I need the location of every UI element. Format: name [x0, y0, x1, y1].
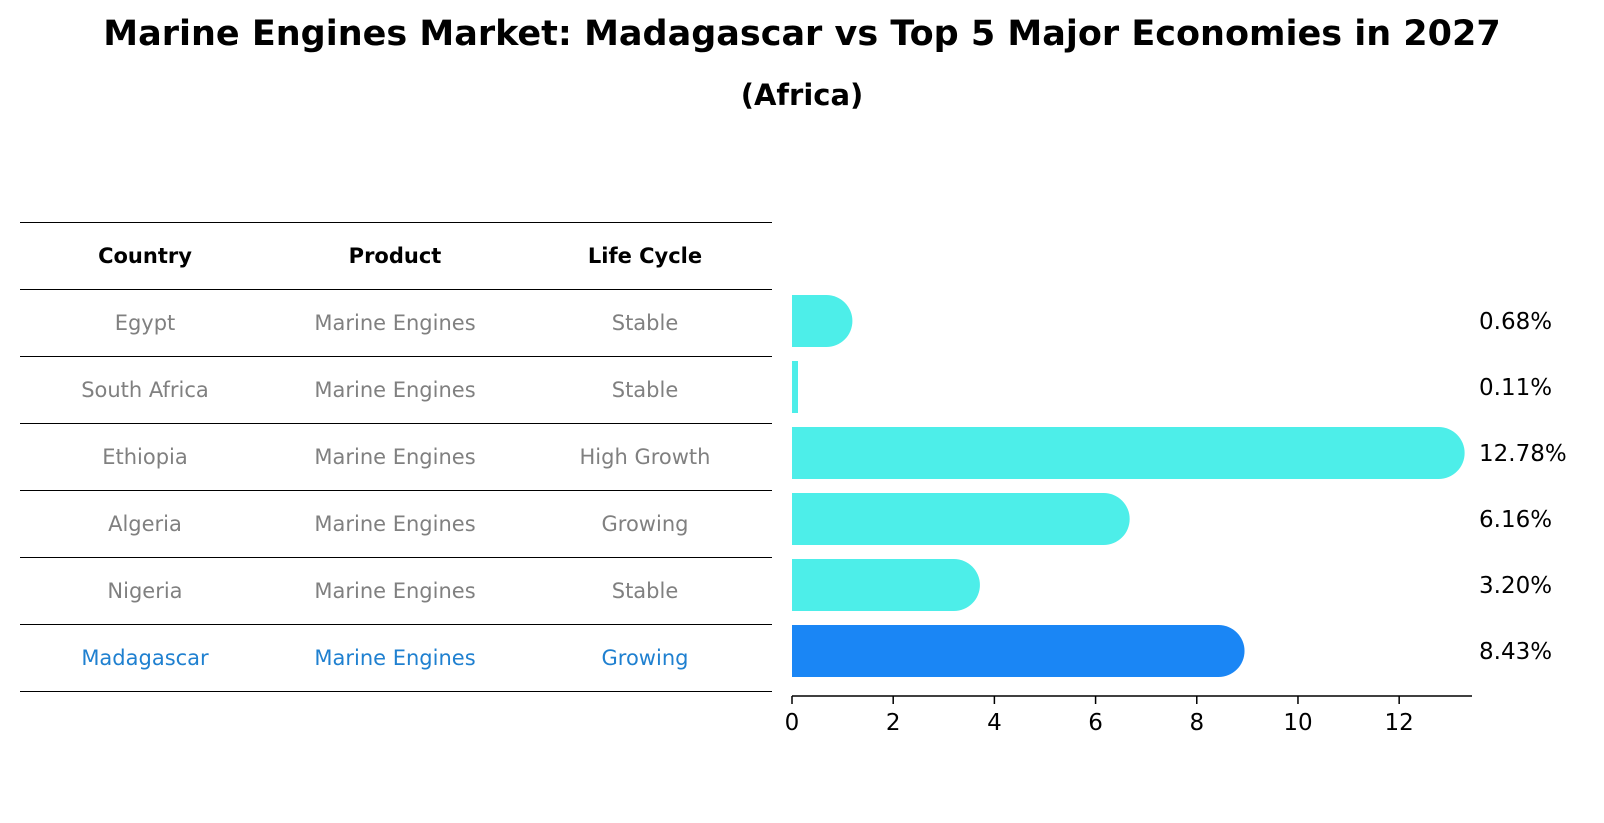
x-tick-label: 2 — [886, 710, 901, 736]
x-tick-label: 10 — [1283, 710, 1312, 736]
table-header-row: Country Product Life Cycle — [20, 222, 772, 289]
cell-product: Marine Engines — [314, 445, 476, 469]
header-country: Country — [98, 244, 192, 268]
cell-life-cycle: Stable — [611, 579, 679, 603]
cell-life-cycle: Growing — [601, 512, 689, 536]
table-row: Egypt Marine Engines Stable — [20, 289, 772, 356]
table-row-highlight: Madagascar Marine Engines Growing — [20, 624, 772, 692]
cell-country: Algeria — [108, 512, 182, 536]
cell-product: Marine Engines — [314, 512, 476, 536]
cell-country: Nigeria — [107, 579, 183, 603]
data-table: Country Product Life Cycle Egypt Marine … — [20, 222, 772, 692]
cell-product: Marine Engines — [314, 311, 476, 335]
cell-country: South Africa — [81, 378, 209, 402]
cell-product: Marine Engines — [314, 579, 476, 603]
x-tick-label: 6 — [1088, 710, 1103, 736]
cell-country: Ethiopia — [102, 445, 188, 469]
x-tick-label: 0 — [785, 710, 800, 736]
bar-value-label: 12.78% — [1479, 441, 1567, 467]
header-life-cycle: Life Cycle — [587, 244, 703, 268]
bar-value-label: 8.43% — [1479, 639, 1552, 665]
cell-product: Marine Engines — [314, 378, 476, 402]
bar-value-label: 0.11% — [1479, 375, 1552, 401]
bar — [792, 493, 1130, 545]
cell-life-cycle: Growing — [601, 646, 689, 670]
table-row: Ethiopia Marine Engines High Growth — [20, 423, 772, 490]
cell-life-cycle: Stable — [611, 311, 679, 335]
bar — [792, 559, 980, 611]
bar-value-label: 0.68% — [1479, 309, 1552, 335]
bar-value-label: 3.20% — [1479, 573, 1552, 599]
header-product: Product — [348, 244, 442, 268]
bar-value-label: 6.16% — [1479, 507, 1552, 533]
table-row: South Africa Marine Engines Stable — [20, 356, 772, 423]
x-tick-label: 4 — [987, 710, 1002, 736]
cell-country: Egypt — [114, 311, 176, 335]
chart-title: Marine Engines Market: Madagascar vs Top… — [103, 14, 1501, 54]
bar — [792, 361, 798, 413]
cell-life-cycle: Stable — [611, 378, 679, 402]
table-row: Algeria Marine Engines Growing — [20, 490, 772, 557]
bar — [792, 427, 1465, 479]
bar — [792, 295, 853, 347]
chart-subtitle: (Africa) — [740, 78, 864, 112]
x-tick-label: 12 — [1385, 710, 1414, 736]
table-row: Nigeria Marine Engines Stable — [20, 557, 772, 624]
cell-country: Madagascar — [81, 646, 209, 670]
cell-product: Marine Engines — [314, 646, 476, 670]
x-tick-label: 8 — [1189, 710, 1204, 736]
cell-life-cycle: High Growth — [579, 445, 711, 469]
bar-highlight — [792, 625, 1245, 677]
